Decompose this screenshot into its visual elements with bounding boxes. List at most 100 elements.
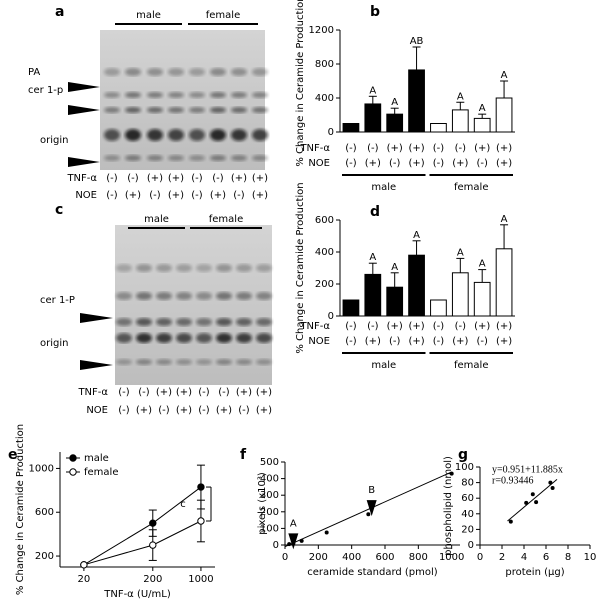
lane-label: (+) (231, 173, 247, 184)
gel-band (116, 292, 132, 300)
bar (451, 109, 469, 133)
gel-band (147, 68, 163, 76)
gel-band (216, 264, 232, 272)
gel-band (256, 333, 272, 343)
gel-band (104, 155, 120, 161)
y-tick-label: 1200 (309, 25, 334, 36)
gel-band (147, 92, 163, 98)
gel-band (125, 68, 141, 76)
x-tick-label: 800 (409, 552, 428, 563)
group-label: male (136, 10, 161, 21)
y-axis-title: % Change in Ceramide Production (295, 182, 306, 353)
gel-band (189, 107, 205, 113)
panel-label: d (370, 204, 380, 220)
row-value-label: (+) (496, 158, 512, 169)
x-tick-label: 10 (584, 552, 597, 563)
gel-band (231, 107, 247, 113)
arrow (80, 360, 113, 370)
y-axis-title: phospholipid (nmol) (443, 456, 454, 556)
row-value-label: (-) (433, 158, 445, 169)
significance-label: A (457, 247, 464, 258)
gel-band (216, 333, 232, 343)
bar (408, 69, 425, 133)
row-value-label: (+) (452, 336, 468, 347)
legend-marker (69, 468, 77, 476)
x-tick-label: 0 (282, 552, 288, 563)
band-label: cer 1-p (28, 85, 63, 96)
significance-label: A (501, 214, 508, 225)
lane-label: (+) (147, 173, 163, 184)
x-tick-label: 400 (342, 552, 361, 563)
gel-band (116, 264, 132, 272)
row-label: TNF-α (299, 143, 330, 154)
row-value-label: (+) (496, 321, 512, 332)
bar (364, 273, 382, 317)
fit-equation: r=0.93446 (492, 475, 533, 486)
fit-line (507, 479, 558, 522)
row-value-label: (+) (408, 321, 424, 332)
group-label: female (206, 10, 240, 21)
gel-band (176, 359, 192, 365)
row-value-label: (+) (474, 321, 490, 332)
row-label: TNF-α (77, 387, 108, 398)
gel-band (189, 92, 205, 98)
y-tick-label: 200 (35, 551, 54, 562)
gel-band (216, 292, 232, 300)
legend-label: male (84, 453, 109, 464)
x-tick-label: 600 (375, 552, 394, 563)
lane-label: (+) (252, 173, 268, 184)
fit-equation: y=0.951+11.885x (492, 464, 563, 475)
band-label: origin (40, 338, 68, 349)
y-axis-title: pixels (x10³) (257, 472, 268, 535)
gel-band (252, 92, 268, 98)
row-value-label: (+) (387, 143, 403, 154)
row-value-label: (-) (367, 321, 379, 332)
arrow (80, 313, 113, 323)
lane-label: (+) (168, 173, 184, 184)
y-tick-label: 0 (328, 311, 334, 322)
panel-label: b (370, 4, 380, 20)
y-tick-label: 100 (455, 462, 474, 473)
data-point (149, 541, 157, 549)
gel-band (156, 264, 172, 272)
lane-label: (-) (198, 387, 210, 398)
gel-band (136, 333, 152, 343)
gel-band (256, 359, 272, 365)
gel-band (125, 155, 141, 161)
data-point (149, 519, 157, 527)
gel-band (176, 264, 192, 272)
gel-band (136, 292, 152, 300)
gel-band (189, 68, 205, 76)
gel-band (136, 264, 152, 272)
lane-label: (+) (156, 387, 172, 398)
row-label: TNF-α (299, 321, 330, 332)
gel-band (231, 68, 247, 76)
gel-image (100, 30, 265, 170)
lane-label: (+) (256, 405, 272, 416)
y-axis-title: % Change in Ceramide Production (295, 0, 306, 167)
row-value-label: (-) (345, 336, 357, 347)
lane-label: (-) (233, 190, 245, 201)
y-tick-label: 200 (315, 279, 334, 290)
y-tick-label: 0 (328, 127, 334, 138)
data-point (524, 500, 529, 505)
gel-band (189, 155, 205, 161)
row-label: NOE (86, 405, 108, 416)
x-tick-label: 2 (499, 552, 505, 563)
row-label: NOE (75, 190, 97, 201)
annotation-label: A (290, 518, 297, 529)
gel-band (236, 359, 252, 365)
x-axis-title: ceramide standard (pmol) (307, 567, 438, 578)
legend-marker (69, 454, 77, 462)
group-label: male (371, 182, 396, 193)
data-point (287, 542, 292, 547)
bar (473, 281, 491, 317)
row-value-label: (+) (387, 321, 403, 332)
row-value-label: (-) (433, 321, 445, 332)
row-value-label: (-) (367, 143, 379, 154)
y-tick-label: 0 (273, 540, 279, 551)
y-tick-label: 200 (260, 507, 279, 518)
gel-band (231, 129, 247, 141)
significance-label: A (391, 97, 398, 108)
annotation-label: B (368, 485, 375, 496)
